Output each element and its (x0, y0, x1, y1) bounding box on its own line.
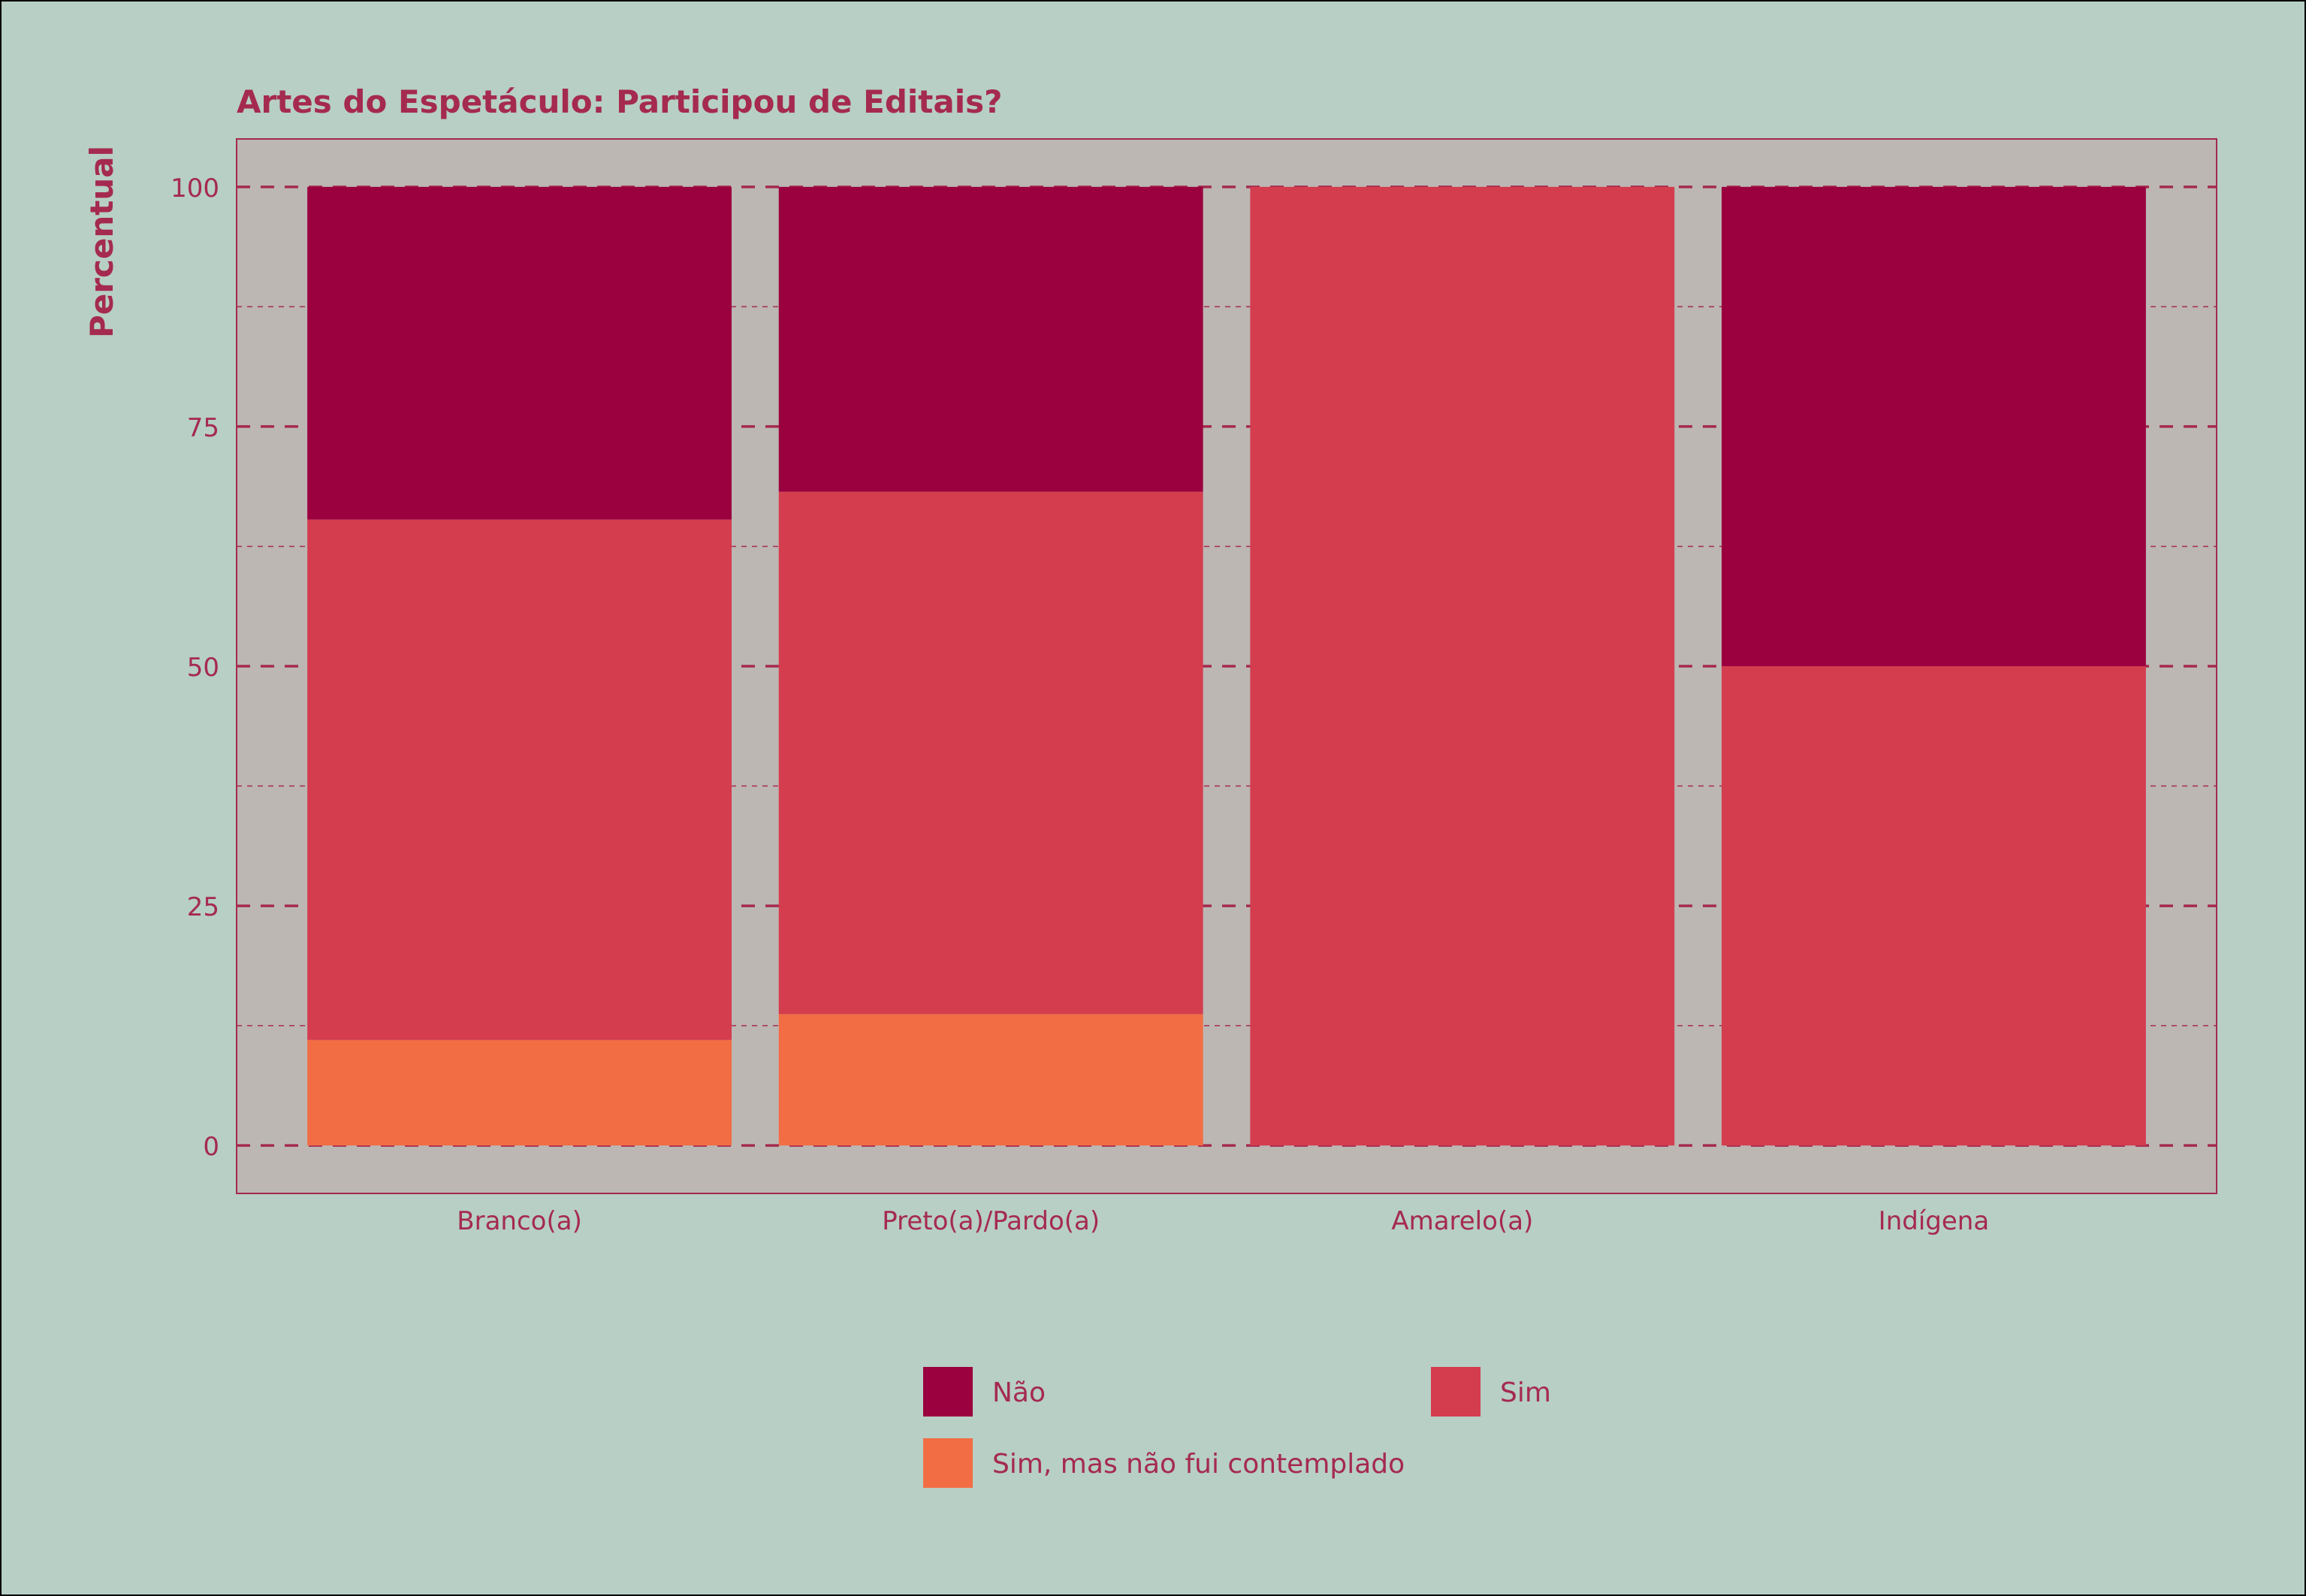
bars-layer (307, 186, 2146, 1146)
x-tick-label: Preto(a)/Pardo(a) (882, 1206, 1100, 1236)
legend-swatch (923, 1438, 973, 1488)
bar-segment (1250, 186, 1675, 1146)
y-tick-label: 75 (187, 413, 219, 443)
x-tick-labels: Branco(a) Preto(a)/Pardo(a) Amarelo(a) Indí… (457, 1206, 1989, 1236)
y-tick-label: 0 (203, 1132, 219, 1162)
legend-label: Sim (1500, 1377, 1551, 1408)
legend-label: Não (992, 1377, 1046, 1408)
y-tick-label: 50 (187, 653, 219, 683)
bar-segment (1722, 186, 2146, 666)
bar-segment (307, 519, 732, 1040)
bar-segment (778, 186, 1203, 492)
bar-segment (778, 1014, 1203, 1146)
y-tick-label: 25 (187, 892, 219, 922)
y-axis-label: Percentual (83, 146, 120, 338)
bar-segment (307, 186, 732, 520)
legend: Não Sim Sim, mas não fui contemplado (923, 1367, 1551, 1488)
chart-title: Artes do Espetáculo: Participou de Edita… (237, 83, 1002, 120)
x-tick-label: Indígena (1879, 1206, 1990, 1236)
x-tick-label: Amarelo(a) (1391, 1206, 1533, 1236)
y-tick-labels: 0 25 50 75 100 (171, 173, 219, 1162)
legend-swatch (1431, 1367, 1480, 1416)
bar-segment (307, 1039, 732, 1146)
y-tick-label: 100 (171, 173, 219, 204)
major-gridlines (237, 186, 2217, 1147)
legend-label: Sim, mas não fui contemplado (992, 1449, 1405, 1480)
bar-segment (778, 491, 1203, 1015)
bar-segment (1722, 666, 2146, 1146)
legend-swatch (923, 1367, 973, 1416)
x-tick-label: Branco(a) (457, 1206, 582, 1236)
